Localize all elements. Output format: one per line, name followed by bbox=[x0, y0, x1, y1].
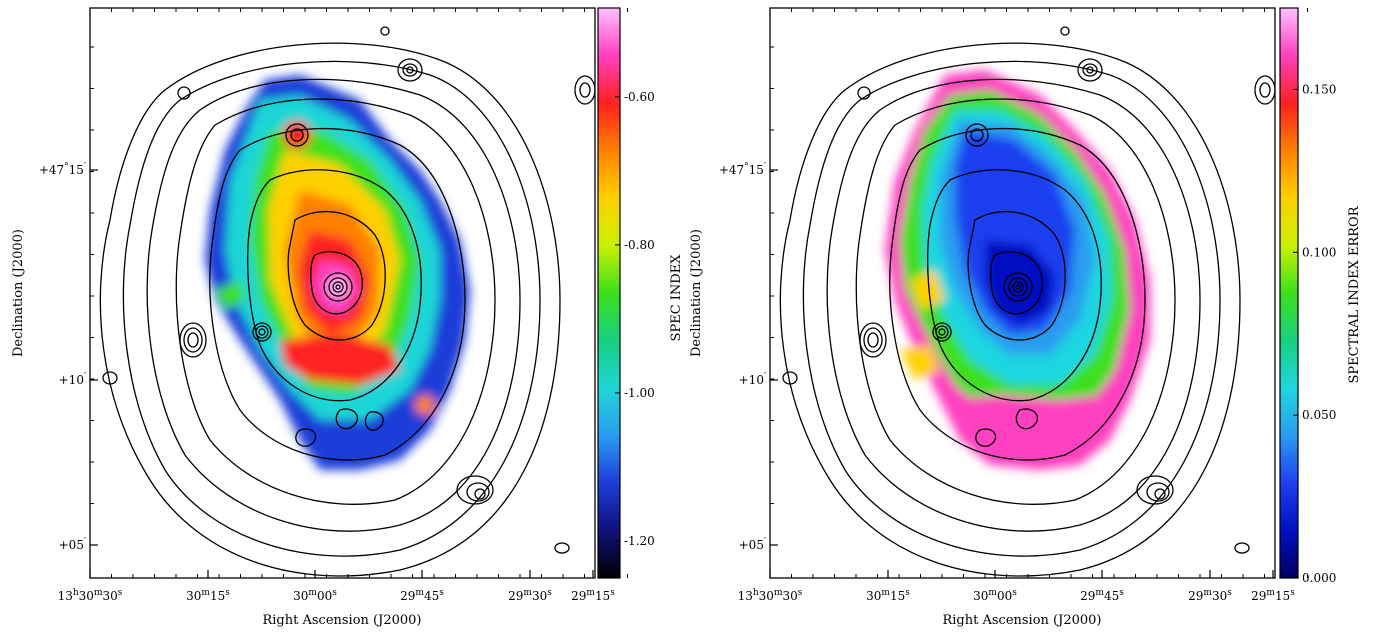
right-colorbar-label: SPECTRAL INDEX ERROR bbox=[1347, 205, 1362, 383]
left-colorbar bbox=[598, 8, 620, 578]
left-colorbar-frame bbox=[597, 7, 621, 579]
right-colorbar bbox=[1280, 8, 1298, 578]
right-panel: 13h30m30s 30m15s 30m00s 29m45s 29m30s 29m15s … bbox=[689, 7, 1362, 628]
x-tick-label: 29m15s bbox=[571, 588, 615, 603]
x-tick-label: 29m45s bbox=[400, 588, 444, 603]
colorbar-tick-label: -0.60 bbox=[624, 90, 655, 104]
right-x-axis: 13h30m30s 30m15s 30m00s 29m45s 29m30s 29m15s bbox=[738, 8, 1308, 603]
colorbar-tick-label: 0.100 bbox=[1302, 245, 1336, 259]
x-tick-label: 29m30s bbox=[1188, 588, 1232, 603]
x-tick-label: 30m00s bbox=[293, 588, 337, 603]
x-tick-label: 29m30s bbox=[508, 588, 552, 603]
x-tick-label: 30m00s bbox=[973, 588, 1017, 603]
colorbar-tick-label: 0.000 bbox=[1302, 571, 1336, 585]
y-tick-label: +05′ bbox=[739, 537, 766, 552]
colorbar-tick-label: 0.050 bbox=[1302, 408, 1336, 422]
right-x-axis-label: Right Ascension (J2000) bbox=[942, 613, 1101, 628]
y-tick-label: +47°15′ bbox=[719, 162, 766, 177]
y-tick-label: +10′ bbox=[739, 372, 766, 387]
y-tick-label: +47°15′ bbox=[39, 162, 86, 177]
contour-lines-right bbox=[779, 26, 1275, 577]
x-tick-label: 30m15s bbox=[866, 588, 910, 603]
left-colorbar-label: SPEC INDEX bbox=[669, 254, 684, 342]
colorbar-tick-label: -1.00 bbox=[624, 386, 655, 400]
left-plot-frame bbox=[89, 7, 596, 579]
contour-lines bbox=[99, 26, 595, 577]
right-plot-frame bbox=[769, 7, 1276, 579]
right-colorbar-ticks: 0.150 0.100 0.050 0.000 bbox=[1293, 82, 1336, 585]
spectral-index-error-map bbox=[779, 26, 1275, 577]
colorbar-tick-label: 0.150 bbox=[1302, 82, 1336, 96]
right-colorbar-frame bbox=[1279, 7, 1299, 579]
x-tick-label: 29m45s bbox=[1080, 588, 1124, 603]
left-y-axis-label: Declination (J2000) bbox=[11, 229, 26, 357]
left-colorbar-ticks: -0.60 -0.80 -1.00 -1.20 bbox=[615, 90, 655, 548]
left-panel: 13h30m30s 30m15s 30m00s 29m45s 29m30s 29m15s … bbox=[11, 7, 684, 628]
spec-index-map bbox=[99, 26, 595, 577]
x-tick-label: 13h30m30s bbox=[58, 588, 123, 603]
right-y-axis: +47°15′ +10′ +05′ bbox=[719, 46, 778, 552]
left-y-axis: +47°15′ +10′ +05′ bbox=[39, 46, 98, 552]
y-tick-label: +05′ bbox=[59, 537, 86, 552]
left-x-axis: 13h30m30s 30m15s 30m00s 29m45s 29m30s 29m15s bbox=[58, 8, 628, 603]
x-tick-label: 29m15s bbox=[1251, 588, 1295, 603]
left-x-axis-label: Right Ascension (J2000) bbox=[262, 613, 421, 628]
colorbar-tick-label: -1.20 bbox=[624, 534, 655, 548]
x-tick-label: 13h30m30s bbox=[738, 588, 803, 603]
right-y-axis-label: Declination (J2000) bbox=[689, 229, 704, 357]
y-tick-label: +10′ bbox=[59, 372, 86, 387]
x-tick-label: 30m15s bbox=[186, 588, 230, 603]
colorbar-tick-label: -0.80 bbox=[624, 238, 655, 252]
